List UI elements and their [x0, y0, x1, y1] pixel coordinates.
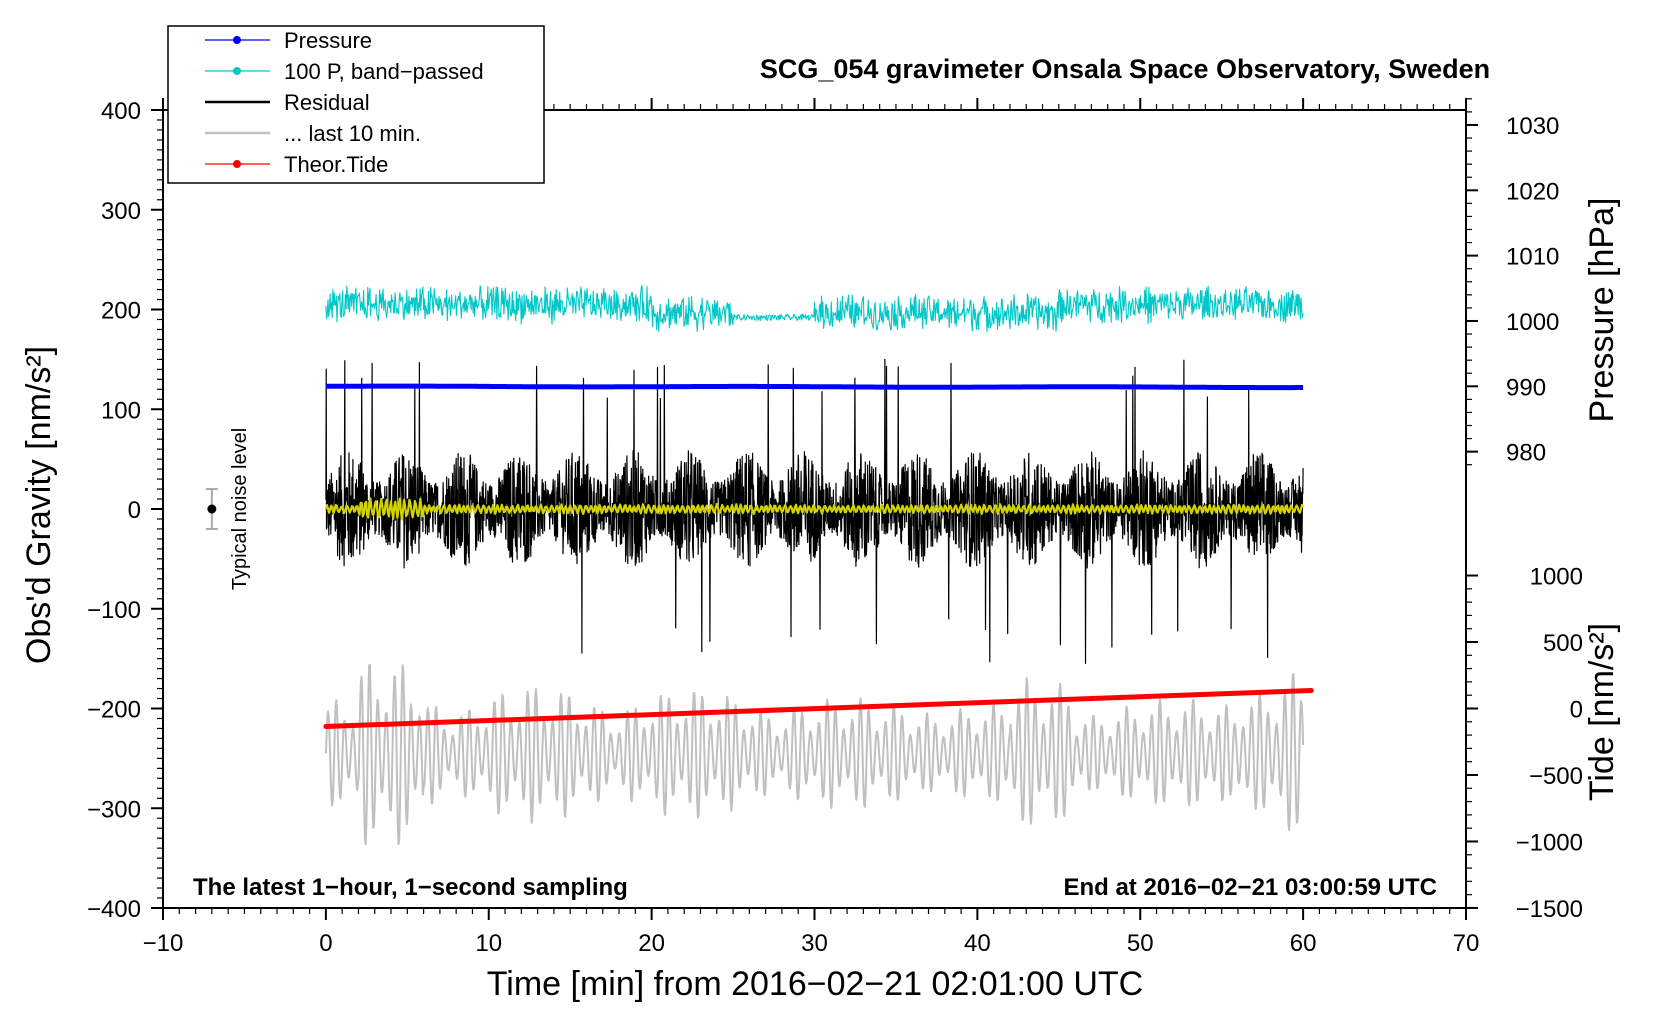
note-sampling: The latest 1−hour, 1−second sampling [193, 874, 628, 901]
y-tick-label: −100 [87, 597, 141, 624]
series-band-passed-residual [324, 497, 1305, 521]
pressure-tick-label: 980 [1506, 440, 1546, 467]
legend-label: Theor.Tide [284, 152, 388, 177]
y-tick-label: 100 [101, 397, 141, 424]
pressure-tick-label: 1020 [1506, 178, 1559, 205]
legend-swatch-marker [233, 160, 241, 168]
x-tick-label: −10 [143, 930, 184, 957]
pressure-axis-ticks: 1030 1020 1010 1000 990 980 [1466, 98, 1559, 467]
series-theoretical-tide [323, 688, 1314, 729]
y-tick-label: 300 [101, 198, 141, 225]
tide-tick-label: 500 [1543, 630, 1583, 657]
y-tick-label: −400 [87, 896, 141, 923]
x-tick-label: 60 [1290, 930, 1317, 957]
legend-label: Pressure [284, 28, 372, 53]
x-axis-ticks: −10 0 10 20 30 40 50 60 70 [143, 98, 1480, 957]
x-tick-label: 0 [319, 930, 332, 957]
legend: Pressure 100 P, band−passed Residual ... la… [167, 25, 545, 184]
x-axis-label: Time [min] from 2016−02−21 02:01:00 UTC [487, 965, 1143, 1003]
legend-label: Residual [284, 90, 370, 115]
x-tick-label: 20 [638, 930, 665, 957]
last-10-min-line [324, 663, 1305, 846]
noise-bar-dot [207, 504, 217, 514]
x-tick-label: 50 [1127, 930, 1154, 957]
noise-level-label: Typical noise level [229, 428, 251, 590]
x-tick-label: 10 [475, 930, 502, 957]
x-tick-label: 30 [801, 930, 828, 957]
tide-axis-ticks: 1000 500 0 −500 −1000 −1500 [1466, 564, 1583, 923]
y-axis-label-left: Obs'd Gravity [nm/s²] [20, 346, 58, 664]
pressure-tick-label: 990 [1506, 374, 1546, 401]
tide-tick-label: −500 [1529, 763, 1583, 790]
tide-tick-label: −1500 [1516, 896, 1583, 923]
series-pressure [325, 383, 1304, 391]
y-axis-ticks: 400 300 200 100 0 −100 −200 −300 −400 [87, 98, 163, 923]
y-tick-label: −300 [87, 796, 141, 823]
pressure-line [325, 383, 1304, 391]
series-last-10-min [324, 663, 1305, 846]
series-residual [325, 358, 1304, 665]
legend-label: ... last 10 min. [284, 121, 421, 146]
x-tick-label: 70 [1453, 930, 1480, 957]
residual-line [325, 358, 1304, 665]
legend-swatch-marker [233, 67, 241, 75]
tide-line [323, 688, 1314, 729]
y-tick-label: −200 [87, 697, 141, 724]
y-axis-label-tide: Tide [nm/s²] [1583, 623, 1621, 801]
pressure-tick-label: 1010 [1506, 244, 1559, 271]
legend-box [167, 25, 545, 184]
x-tick-label: 40 [964, 930, 991, 957]
y-tick-label: 200 [101, 298, 141, 325]
note-end-time: End at 2016−02−21 03:00:59 UTC [1063, 874, 1437, 901]
pressure-band-passed-line [325, 285, 1304, 333]
y-tick-label: 400 [101, 98, 141, 125]
tide-tick-label: −1000 [1516, 829, 1583, 856]
pressure-tick-label: 1030 [1506, 113, 1559, 140]
series-pressure-band-passed [325, 285, 1304, 333]
tide-tick-label: 0 [1570, 697, 1583, 724]
legend-label: 100 P, band−passed [284, 59, 484, 84]
y-tick-label: 0 [128, 497, 141, 524]
noise-level-bar [205, 488, 218, 530]
band-passed-residual-line [324, 497, 1305, 521]
tide-tick-label: 1000 [1530, 564, 1583, 591]
legend-swatch-marker [233, 36, 241, 44]
y-axis-label-pressure: Pressure [hPa] [1583, 198, 1621, 423]
pressure-tick-label: 1000 [1506, 309, 1559, 336]
chart-title: SCG_054 gravimeter Onsala Space Observat… [760, 54, 1490, 84]
